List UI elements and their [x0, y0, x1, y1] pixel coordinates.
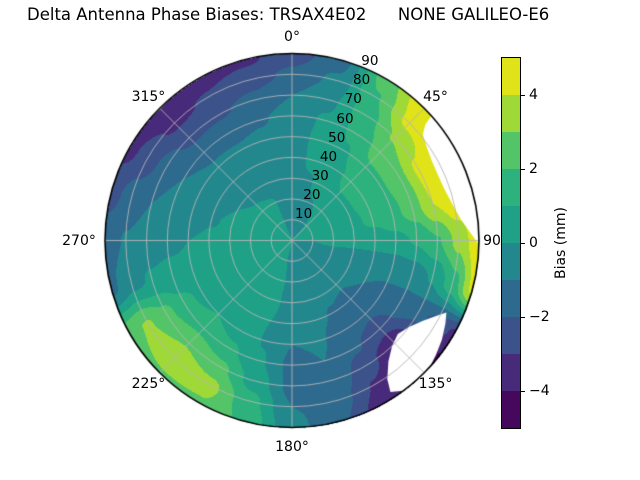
azimuth-label-270: 270°: [62, 232, 96, 249]
azimuth-label-180: 180°: [275, 438, 309, 455]
radial-label-20: 20: [303, 186, 321, 203]
radial-label-50: 50: [328, 129, 346, 146]
radial-label-10: 10: [295, 205, 313, 222]
radial-label-80: 80: [353, 72, 371, 89]
colorbar-tick-0: [521, 242, 525, 244]
radial-label-60: 60: [336, 110, 354, 127]
radial-label-90: 90: [361, 53, 379, 70]
chart-title: Delta Antenna Phase Biases: TRSAX4E02 NO…: [27, 5, 550, 24]
radial-label-40: 40: [319, 148, 338, 165]
radial-label-70: 70: [344, 91, 362, 108]
colorbar-band-8: [502, 95, 520, 132]
colorbar-tick--2: [521, 316, 525, 318]
colorbar-axis-label: Bias (mm): [553, 206, 569, 280]
colorbar-tick--4: [521, 390, 525, 392]
colorbar-tick-label-0: 0: [529, 235, 538, 251]
colorbar-band-6: [502, 169, 520, 206]
colorbar-band-4: [502, 243, 520, 280]
radial-label-30: 30: [311, 167, 329, 184]
azimuth-label-225: 225°: [131, 376, 166, 393]
colorbar-band-5: [502, 206, 520, 243]
colorbar-band-0: [502, 391, 520, 428]
colorbar-band-3: [502, 280, 520, 317]
azimuth-label-45: 45°: [423, 88, 448, 105]
colorbar-tick-label--2: −2: [529, 309, 550, 325]
colorbar-tick-label-4: 4: [529, 87, 538, 103]
azimuth-label-135: 135°: [418, 376, 453, 393]
azimuth-label-90: 90: [483, 232, 501, 249]
colorbar-band-7: [502, 132, 520, 169]
colorbar-band-9: [502, 58, 520, 95]
colorbar-band-2: [502, 317, 520, 354]
colorbar-tick-2: [521, 168, 525, 170]
colorbar: [501, 57, 521, 429]
colorbar-band-1: [502, 354, 520, 391]
azimuth-label-0: 0°: [284, 28, 300, 45]
colorbar-tick-4: [521, 94, 525, 96]
colorbar-tick-label-2: 2: [529, 161, 538, 177]
azimuth-label-315: 315°: [131, 88, 166, 105]
colorbar-tick-label--4: −4: [529, 383, 550, 399]
